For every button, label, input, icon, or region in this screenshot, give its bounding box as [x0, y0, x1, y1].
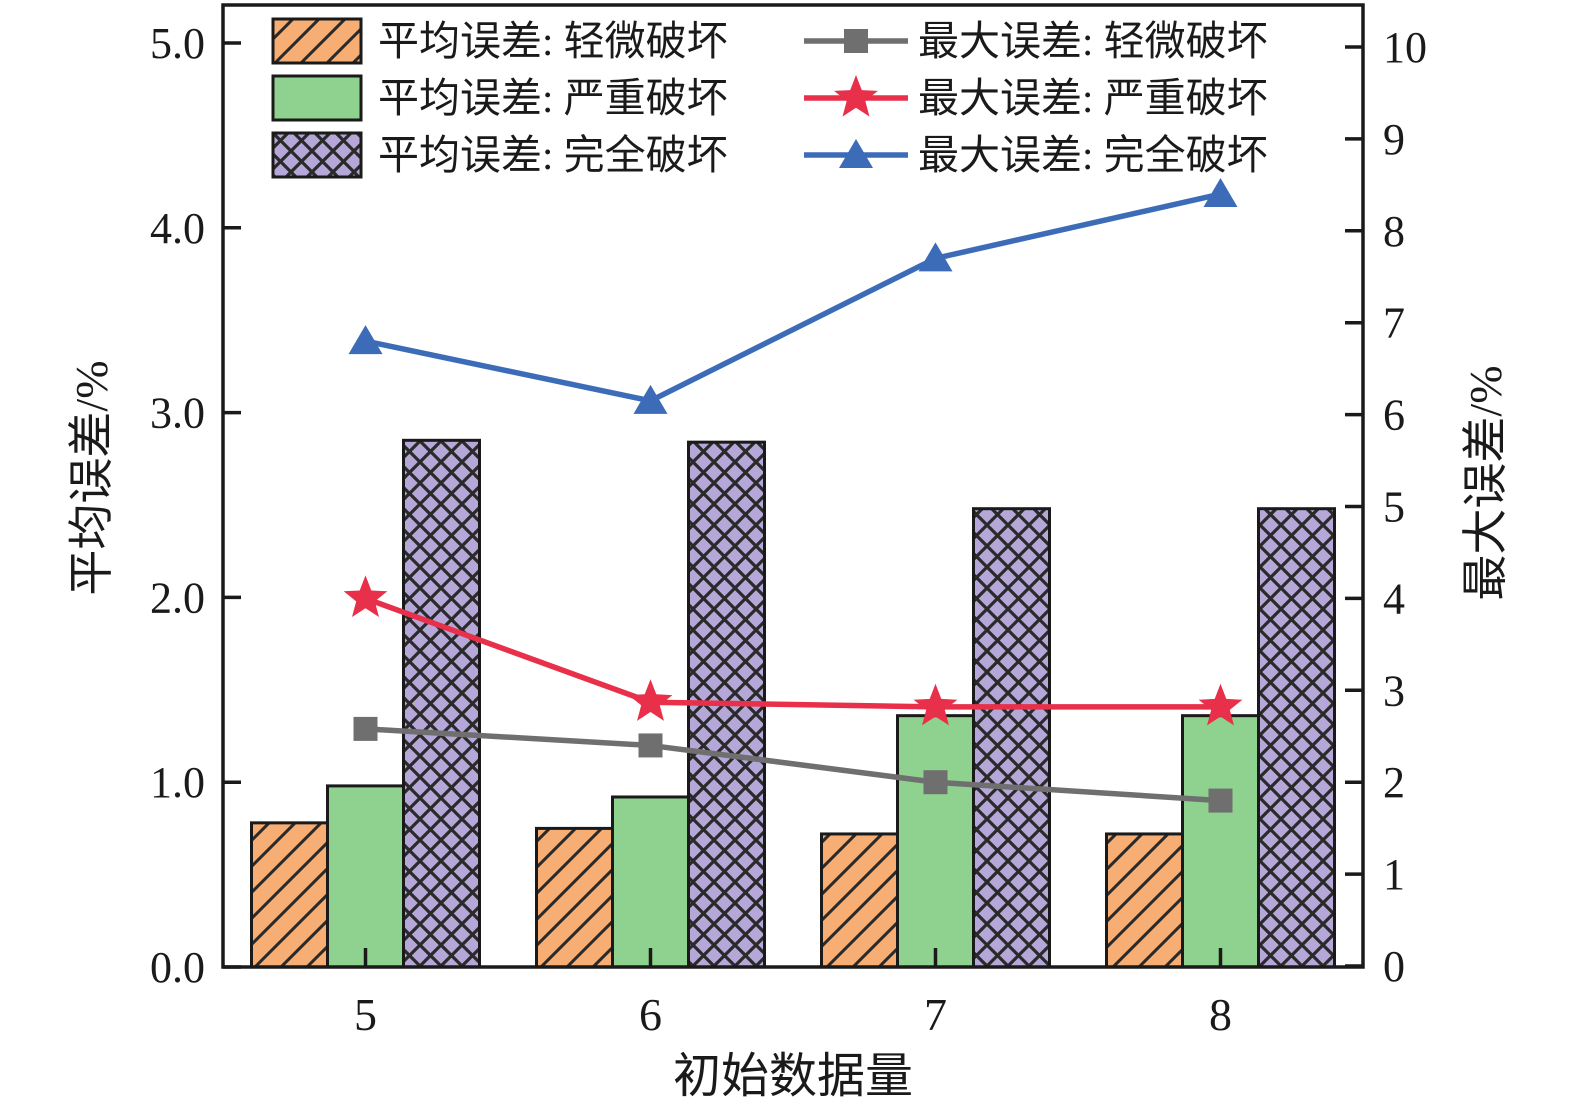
right-axis-tick-label: 0	[1383, 942, 1405, 991]
left-axis-title: 平均误差/%	[66, 360, 117, 596]
right-axis-tick-label: 2	[1383, 758, 1405, 807]
marker-square-max-light-x8	[1208, 788, 1233, 813]
right-axis-tick-label: 3	[1383, 666, 1405, 715]
left-axis-tick-label: 5.0	[150, 19, 205, 68]
x-axis-tick-label: 6	[639, 989, 662, 1040]
legend-swatch-avg-severe	[271, 74, 363, 122]
marker-triangle-max-complete-x5	[348, 325, 383, 355]
bar-avg-severe-x5	[326, 784, 405, 969]
legend-label-max-complete: 最大误差: 完全破坏	[918, 132, 1268, 178]
line-series-max-severe	[343, 575, 1243, 726]
bar-avg-severe-x7	[896, 714, 975, 969]
marker-square-max-light-x5	[353, 716, 378, 741]
left-axis-tick-label: 4.0	[150, 204, 205, 253]
line-max-complete	[364, 191, 1222, 404]
marker-triangle-max-complete-x7	[918, 242, 953, 272]
left-axis-tick-label: 1.0	[150, 758, 205, 807]
right-axis-title: 最大误差/%	[1460, 365, 1511, 601]
bar-avg-light-x6	[535, 826, 614, 969]
legend-swatch-rect-avg-severe	[271, 74, 363, 122]
marker-star-max-severe-x6	[628, 679, 673, 721]
plot-frame	[221, 3, 1365, 969]
legend-swatch-rect-avg-complete	[271, 131, 363, 179]
legend-label-max-severe: 最大误差: 严重破坏	[918, 75, 1268, 121]
right-axis-tick-label: 6	[1383, 391, 1405, 440]
marker-square-max-light-x7	[923, 770, 948, 795]
right-axis-tick-label: 9	[1383, 115, 1405, 164]
right-axis-tick-label: 10	[1383, 23, 1427, 72]
line-max-severe	[364, 595, 1221, 710]
marker-star-max-severe-x7	[913, 683, 958, 726]
bar-avg-severe-x6	[611, 795, 690, 969]
right-axis-tick-label: 1	[1383, 850, 1405, 899]
legend-marker-glyph-max-light	[844, 29, 868, 53]
bar-avg-complete-x8	[1257, 507, 1336, 969]
legend-marker-glyph-max-severe	[834, 75, 878, 117]
legend-swatch-avg-complete	[271, 131, 363, 179]
legend-swatch-avg-light	[271, 17, 363, 65]
bar-avg-complete-x7	[972, 507, 1051, 969]
legend-marker-glyph-max-complete	[839, 139, 873, 168]
line-max-light	[365, 726, 1221, 804]
right-axis-tick-label: 8	[1383, 207, 1405, 256]
legend-marker-max-complete	[804, 139, 908, 168]
marker-star-max-severe-x8	[1198, 683, 1243, 726]
legend-swatch-rect-avg-light	[271, 17, 363, 65]
left-axis-tick-label: 2.0	[150, 573, 205, 622]
marker-triangle-max-complete-x6	[633, 384, 668, 414]
legend-label-avg-light: 平均误差: 轻微破坏	[378, 18, 728, 64]
bar-avg-severe-x8	[1181, 714, 1260, 969]
bar-avg-complete-x5	[402, 438, 481, 969]
left-axis-tick-label: 3.0	[150, 389, 205, 438]
x-axis-tick-label: 7	[924, 989, 947, 1040]
x-axis-tick-label: 8	[1209, 989, 1232, 1040]
right-axis-tick-label: 5	[1383, 483, 1405, 532]
legend-label-avg-severe: 平均误差: 严重破坏	[378, 75, 728, 121]
bar-avg-light-x5	[250, 821, 329, 969]
right-axis-tick-label: 4	[1383, 574, 1405, 623]
legend-marker-max-severe	[804, 75, 908, 117]
marker-square-max-light-x6	[638, 733, 663, 758]
x-axis-title: 初始数据量	[672, 1050, 913, 1103]
marker-star-max-severe-x5	[343, 575, 388, 617]
line-series-max-complete	[348, 178, 1238, 414]
line-series-max-light	[353, 716, 1233, 813]
legend-label-max-light: 最大误差: 轻微破坏	[918, 18, 1268, 64]
right-axis-tick-label: 7	[1383, 299, 1405, 348]
marker-triangle-max-complete-x8	[1203, 178, 1238, 208]
legend-marker-max-light	[804, 29, 908, 53]
bar-avg-light-x7	[820, 832, 899, 969]
legend-label-avg-complete: 平均误差: 完全破坏	[378, 132, 728, 178]
x-axis-tick-label: 5	[354, 989, 377, 1040]
left-axis-tick-label: 0.0	[150, 943, 205, 992]
bar-avg-light-x8	[1105, 832, 1184, 969]
